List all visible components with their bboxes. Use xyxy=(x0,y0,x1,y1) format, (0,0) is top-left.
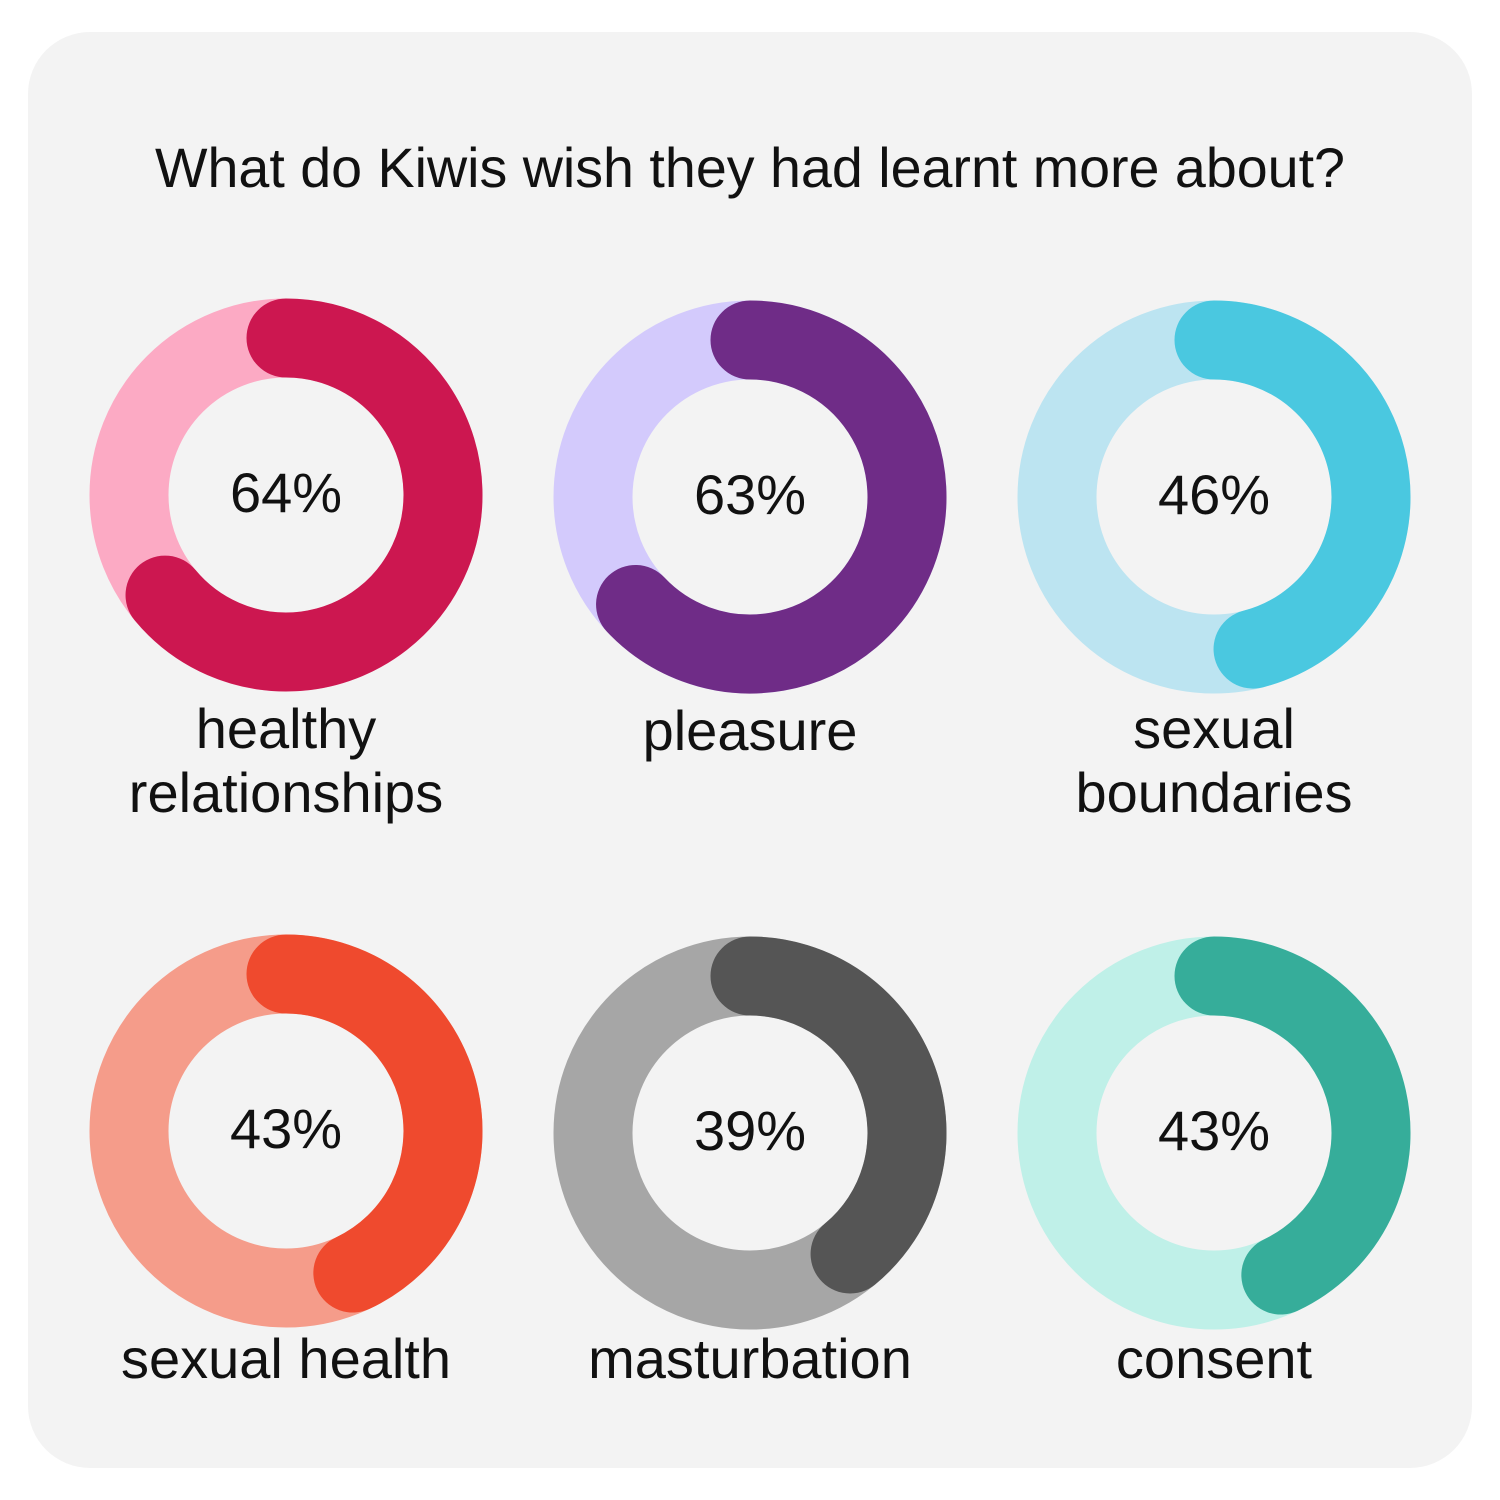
value-label: 43% xyxy=(230,1097,342,1160)
category-label: consent xyxy=(1116,1327,1313,1390)
donut-arc xyxy=(1174,936,1411,1315)
category-label: masturbation xyxy=(588,1327,912,1390)
donut-arc xyxy=(246,934,483,1313)
category-label: relationships xyxy=(129,761,443,824)
value-label: 46% xyxy=(1158,463,1270,526)
category-label: healthy xyxy=(196,697,377,760)
value-label: 64% xyxy=(230,461,342,524)
value-label: 43% xyxy=(1158,1099,1270,1162)
donut-arc xyxy=(710,936,947,1294)
donut-arc xyxy=(1174,300,1411,689)
category-label: sexual health xyxy=(121,1327,451,1390)
donut-arc xyxy=(125,298,483,692)
value-label: 39% xyxy=(694,1099,806,1162)
value-label: 63% xyxy=(694,463,806,526)
category-label: sexual xyxy=(1133,697,1295,760)
title: What do Kiwis wish they had learnt more … xyxy=(155,136,1345,199)
category-label: pleasure xyxy=(643,699,858,762)
category-label: boundaries xyxy=(1075,761,1352,824)
donut-arc xyxy=(596,300,947,694)
